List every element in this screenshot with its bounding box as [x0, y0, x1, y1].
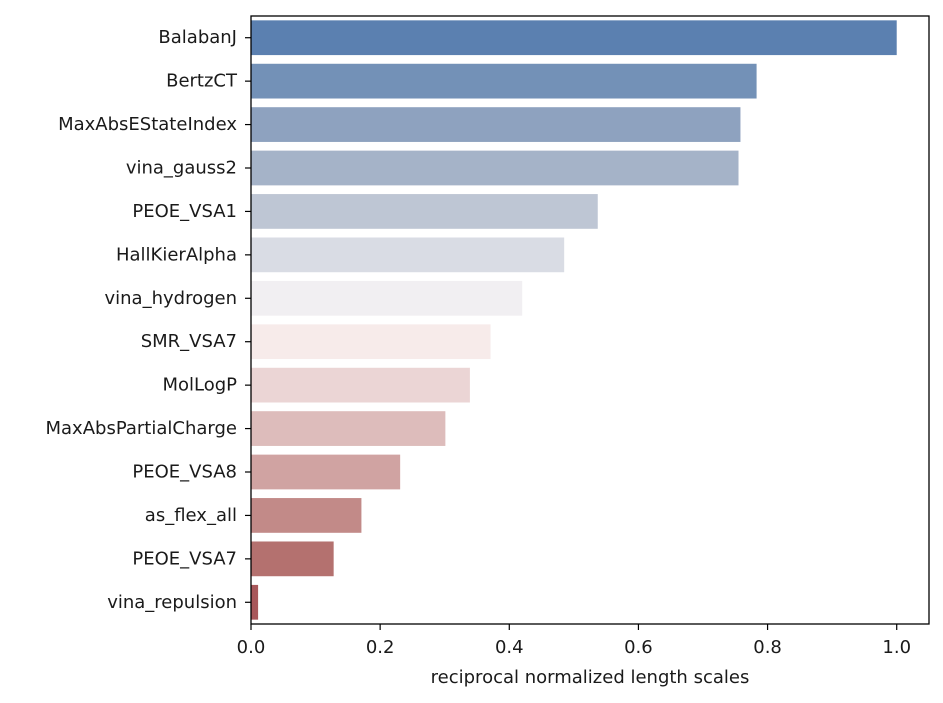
y-tick-label: BalabanJ	[158, 27, 237, 48]
x-tick-label: 0.2	[366, 637, 395, 658]
bar-BertzCT	[251, 63, 757, 99]
bar-BalabanJ	[251, 20, 897, 56]
x-tick-label: 0.0	[237, 637, 266, 658]
x-ticks: 0.0 0.2 0.4 0.6 0.8 1.0	[237, 624, 911, 658]
bar-vina_gauss2	[251, 150, 739, 186]
bar-vina_hydrogen	[251, 280, 523, 316]
plot-frame	[250, 15, 930, 625]
y-tick-label: vina_repulsion	[107, 592, 237, 613]
x-tick-label: 0.4	[495, 637, 524, 658]
bar-MolLogP	[251, 367, 470, 403]
y-tick-label: SMR_VSA7	[141, 331, 237, 352]
y-tick-label: PEOE_VSA8	[132, 462, 237, 483]
bars-group	[251, 20, 897, 620]
y-tick-label: PEOE_VSA7	[132, 548, 237, 569]
bar-MaxAbsPartialCharge	[251, 411, 446, 446]
y-tick-label: BertzCT	[166, 71, 238, 92]
x-axis-label: reciprocal normalized length scales	[431, 667, 750, 688]
x-tick-label: 0.6	[624, 637, 653, 658]
bar-PEOE_VSA8	[251, 454, 401, 490]
y-tick-label: PEOE_VSA1	[132, 201, 237, 222]
x-tick-label: 0.8	[753, 637, 782, 658]
bar-HallKierAlpha	[251, 237, 565, 273]
y-tick-label: HallKierAlpha	[116, 244, 237, 265]
y-tick-label: vina_hydrogen	[104, 288, 237, 309]
bar-PEOE_VSA7	[251, 541, 334, 577]
y-tick-labels: BalabanJ BertzCT MaxAbsEStateIndex vina_gau…	[46, 27, 251, 613]
bar-MaxAbsEStateIndex	[251, 107, 741, 142]
bar-vina_repulsion	[251, 584, 259, 620]
bar-SMR_VSA7	[251, 324, 491, 360]
x-tick-label: 1.0	[882, 637, 911, 658]
y-tick-label: MolLogP	[162, 375, 237, 396]
bar-as_flex_all	[251, 498, 362, 533]
y-tick-label: as_flex_all	[145, 505, 237, 526]
y-tick-label: vina_gauss2	[126, 158, 237, 179]
y-tick-label: MaxAbsPartialCharge	[46, 418, 238, 439]
y-tick-label: MaxAbsEStateIndex	[58, 114, 237, 135]
bar-PEOE_VSA1	[251, 194, 598, 229]
